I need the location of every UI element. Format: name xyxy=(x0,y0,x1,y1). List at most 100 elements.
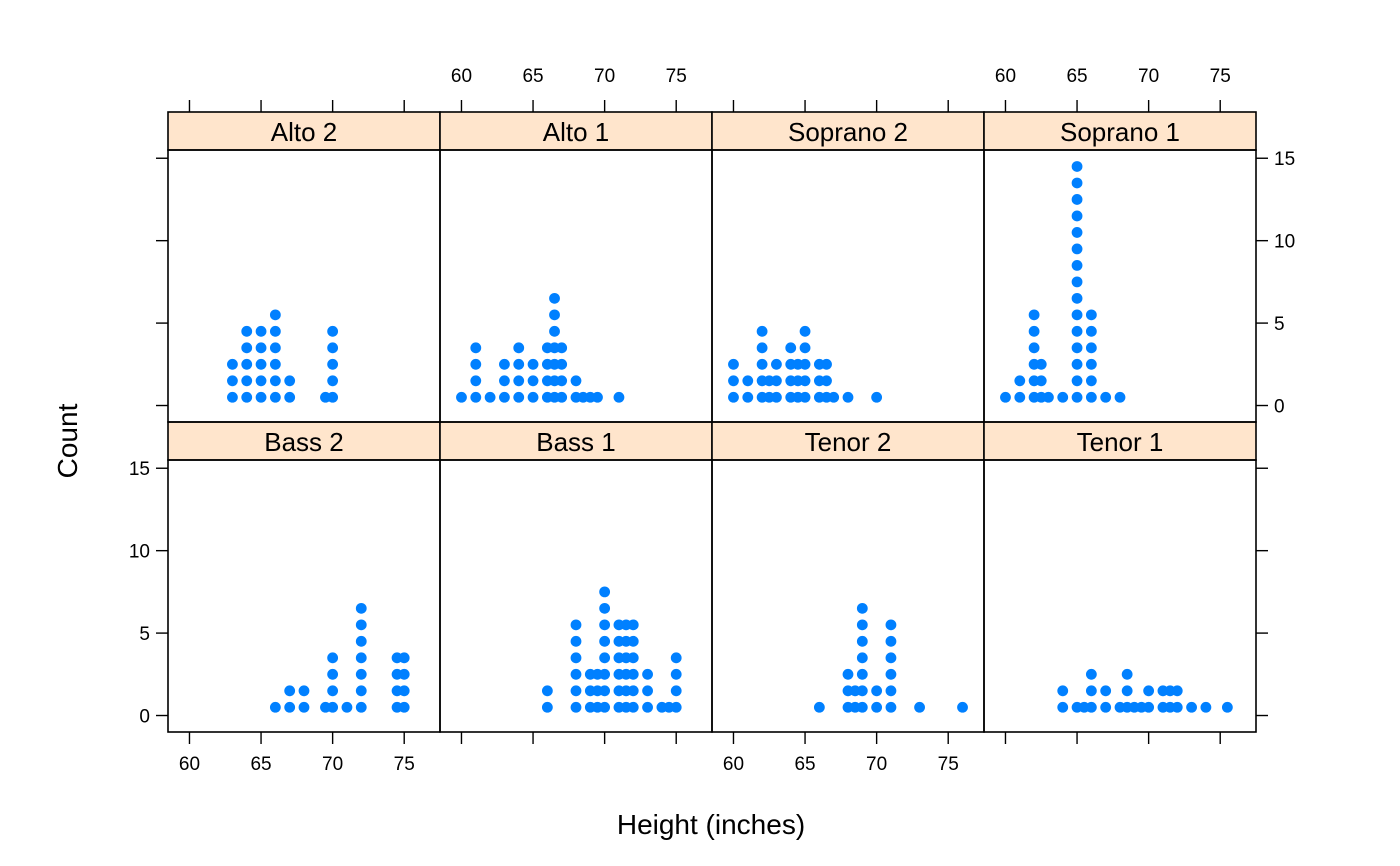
data-point xyxy=(1121,685,1133,697)
data-point xyxy=(1143,685,1155,697)
data-point xyxy=(1143,701,1155,713)
data-point xyxy=(1085,668,1097,680)
y-tick-label: 15 xyxy=(1274,149,1295,170)
data-point xyxy=(799,375,811,387)
data-point xyxy=(327,375,339,387)
data-point xyxy=(599,701,611,713)
data-point xyxy=(499,358,510,370)
data-point xyxy=(742,375,754,387)
x-tick-label: 60 xyxy=(995,66,1016,87)
data-point xyxy=(756,358,768,370)
strip-label: Soprano 1 xyxy=(1060,117,1180,147)
strip-label: Bass 1 xyxy=(536,427,616,457)
panel-tenor-1: Tenor 1 xyxy=(983,421,1268,744)
data-point xyxy=(599,685,611,697)
panel-frame xyxy=(983,149,1257,423)
data-point xyxy=(1071,194,1083,205)
data-point xyxy=(1043,391,1054,403)
data-point xyxy=(821,358,832,370)
data-point xyxy=(1085,701,1097,713)
data-point xyxy=(269,342,281,354)
data-point xyxy=(255,358,267,370)
data-point xyxy=(885,619,897,631)
data-point xyxy=(771,375,782,387)
data-point xyxy=(255,391,267,403)
data-point xyxy=(284,375,296,387)
data-point xyxy=(871,391,883,403)
strip-soprano-1 xyxy=(983,111,1257,151)
data-point xyxy=(1000,391,1011,403)
data-point xyxy=(470,391,482,403)
data-point xyxy=(1121,668,1133,680)
data-point xyxy=(541,685,553,697)
data-point xyxy=(269,375,281,387)
data-point xyxy=(1028,342,1040,354)
data-point xyxy=(527,375,539,387)
data-point xyxy=(556,375,568,387)
data-point xyxy=(1071,325,1083,337)
data-point xyxy=(1114,391,1126,403)
data-point xyxy=(269,358,281,370)
strip-label: Alto 2 xyxy=(271,117,338,147)
data-point xyxy=(856,652,868,664)
data-point xyxy=(1071,227,1083,238)
data-point xyxy=(284,685,296,697)
data-point xyxy=(599,602,611,614)
data-point xyxy=(1071,358,1083,370)
strip-alto-1 xyxy=(439,111,713,151)
data-point xyxy=(1085,309,1097,321)
data-point xyxy=(821,375,832,387)
data-point xyxy=(1071,292,1083,304)
panel-soprano-2: Soprano 2 xyxy=(711,100,985,423)
data-point xyxy=(856,635,868,647)
data-point xyxy=(1071,243,1083,255)
data-point xyxy=(599,668,611,680)
data-point xyxy=(627,668,639,680)
data-point xyxy=(785,342,797,354)
data-point xyxy=(327,325,339,337)
data-point xyxy=(1071,259,1083,271)
data-point xyxy=(1071,309,1083,321)
data-point xyxy=(355,619,367,631)
data-point xyxy=(570,685,582,697)
data-point xyxy=(327,652,339,664)
data-point xyxy=(871,701,883,713)
data-point xyxy=(1221,701,1233,713)
data-point xyxy=(470,358,482,370)
data-point xyxy=(670,652,682,664)
data-point xyxy=(842,668,854,680)
data-point xyxy=(1071,342,1083,354)
data-point xyxy=(728,391,739,403)
data-point xyxy=(1071,161,1083,172)
x-axis-title: Height (inches) xyxy=(617,809,805,840)
data-point xyxy=(284,391,296,403)
data-point xyxy=(327,342,339,354)
strip-label: Bass 2 xyxy=(264,427,344,457)
x-tick-label: 70 xyxy=(594,66,615,87)
data-point xyxy=(799,391,811,403)
data-point xyxy=(513,358,525,370)
data-point xyxy=(269,391,281,403)
data-point xyxy=(1085,391,1097,403)
data-point xyxy=(570,619,582,631)
data-point xyxy=(1071,177,1083,189)
x-tick-label: 65 xyxy=(1066,66,1087,87)
data-point xyxy=(398,652,410,664)
x-tick-label: 60 xyxy=(723,754,744,775)
data-point xyxy=(327,685,339,697)
data-point xyxy=(742,391,754,403)
data-point xyxy=(813,701,825,713)
data-point xyxy=(799,342,811,354)
data-point xyxy=(1100,701,1112,713)
x-tick-label: 75 xyxy=(938,754,959,775)
strip-soprano-2 xyxy=(711,111,985,151)
data-point xyxy=(627,635,639,647)
data-point xyxy=(570,375,582,387)
data-point xyxy=(856,602,868,614)
data-point xyxy=(355,602,367,614)
panel-bass-1: Bass 1 xyxy=(439,421,713,744)
data-point xyxy=(355,635,367,647)
data-point xyxy=(1028,325,1040,337)
data-point xyxy=(499,375,510,387)
